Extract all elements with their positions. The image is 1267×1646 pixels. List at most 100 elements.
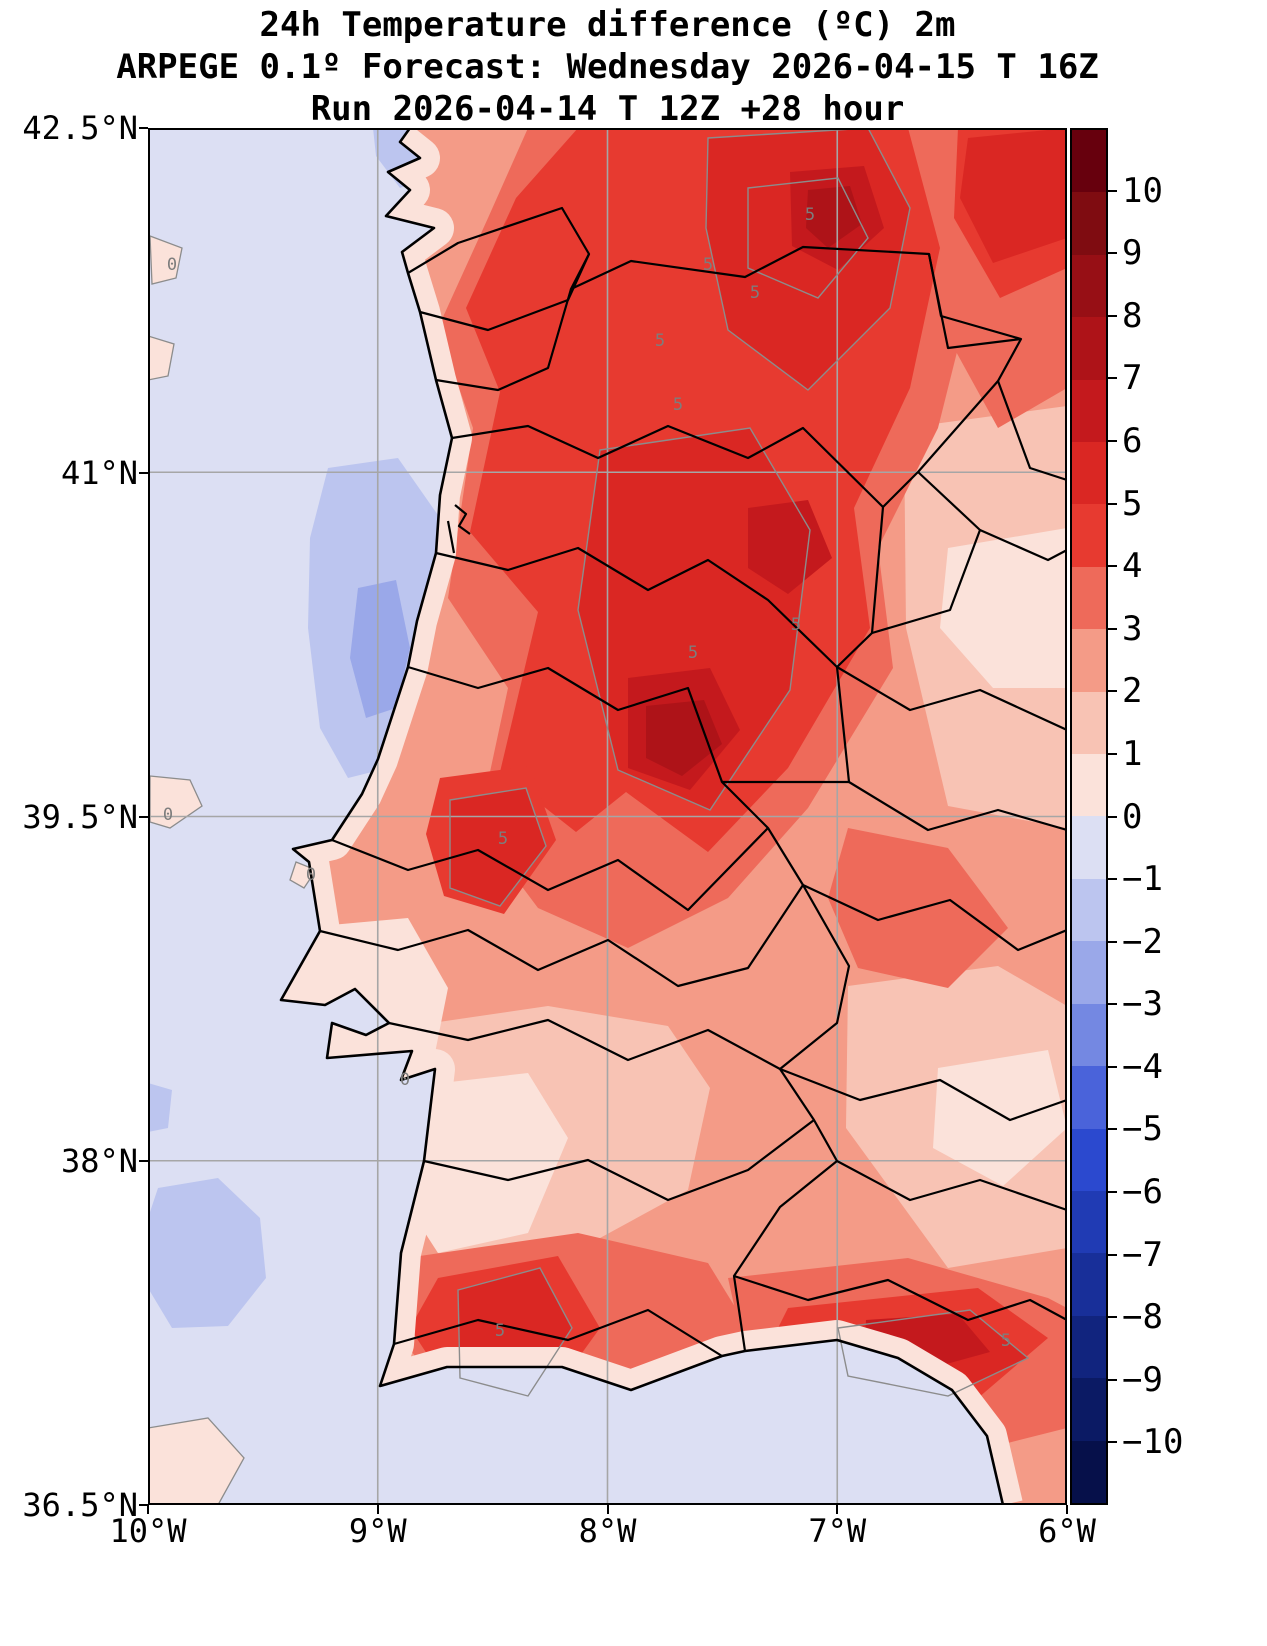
colorbar-band [1072, 1003, 1106, 1067]
colorbar [1070, 128, 1108, 1505]
contour-label: 5 [703, 255, 713, 275]
x-axis-tick-label: 8°W [578, 1512, 637, 1550]
admin-border [454, 504, 471, 535]
colorbar-band [1072, 878, 1106, 942]
colorbar-tick-label: 0 [1122, 796, 1143, 837]
colorbar-tick-mark [1108, 439, 1117, 442]
ocean-pink-2 [148, 335, 175, 381]
map-svg: 5 5 5 5 5 5 5 5 5 5 0 0 0 0 [148, 128, 1067, 1505]
x-axis-tick-mark [606, 1505, 609, 1514]
contour-label: 5 [673, 395, 683, 415]
contour-label: 5 [655, 331, 665, 351]
map-area: 5 5 5 5 5 5 5 5 5 5 0 0 0 0 [148, 128, 1067, 1505]
chart-run-info: Run 2026-04-14 T 12Z +28 hour [310, 89, 905, 129]
colorbar-band [1072, 317, 1106, 380]
colorbar-tick-label: 7 [1122, 358, 1143, 399]
colorbar-tick-mark [1108, 314, 1117, 317]
title-block: 24h Temperature difference (ºC) 2m ARPEG… [0, 4, 1215, 130]
colorbar-tick-label: 8 [1122, 295, 1143, 336]
colorbar-tick-mark [1108, 627, 1117, 630]
y-axis-tick-label: 36.5°N [22, 1486, 138, 1524]
colorbar-tick-mark [1108, 1128, 1117, 1131]
admin-border [733, 1274, 1067, 1322]
chart-subtitle: ARPEGE 0.1º Forecast: Wednesday 2026-04-… [116, 47, 1099, 87]
layer-red7-center [646, 700, 722, 776]
colorbar-tick-label: 1 [1122, 733, 1143, 774]
colorbar-tick-label: −2 [1122, 921, 1163, 962]
colorbar-band [1072, 379, 1106, 443]
colorbar-band [1072, 1378, 1106, 1441]
colorbar-tick-mark [1108, 1316, 1117, 1319]
coastline [279, 128, 1005, 1505]
admin-border [927, 253, 1022, 350]
y-axis-tick-label: 39.5°N [22, 797, 138, 836]
x-axis-tick-label: 9°W [348, 1512, 407, 1550]
colorbar-band [1072, 566, 1106, 630]
contour-line [837, 1309, 1030, 1397]
colorbar-tick-mark [1108, 1065, 1117, 1068]
contour-label: 0 [400, 1070, 410, 1090]
colorbar-tick-mark [1108, 878, 1117, 881]
colorbar-tick-mark [1108, 252, 1117, 255]
contour-label: 5 [805, 205, 815, 225]
colorbar-band [1072, 629, 1106, 692]
admin-border [848, 781, 1067, 832]
ocean-blue-mid-core [350, 580, 410, 718]
colorbar-tick-mark [1108, 690, 1117, 693]
y-axis-tick-label: 42.5°N [22, 109, 138, 147]
y-axis-tick-mark [139, 1160, 148, 1162]
colorbar-tick-mark [1108, 1253, 1117, 1256]
admin-border [423, 1119, 815, 1202]
admin-border [331, 827, 769, 912]
x-axis-tick-label: 7°W [808, 1512, 867, 1550]
y-axis-tick-mark [139, 127, 148, 129]
y-axis-tick-label: 38°N [60, 1142, 138, 1180]
admin-border [407, 665, 724, 783]
contour-line [457, 1267, 573, 1397]
colorbar-band [1072, 504, 1106, 567]
colorbar-tick-label: −8 [1122, 1297, 1163, 1338]
colorbar-band [1072, 754, 1106, 817]
colorbar-band [1072, 1128, 1106, 1191]
ocean-pink-5 [148, 1417, 245, 1505]
contour-label: 5 [498, 829, 508, 849]
contour-label: 0 [163, 805, 173, 825]
map-frame [148, 128, 1067, 1505]
colorbar-tick-label: 9 [1122, 233, 1143, 274]
admin-border [388, 1018, 781, 1070]
colorbar-band [1072, 1066, 1106, 1129]
colorbar-band [1072, 816, 1106, 879]
x-axis-tick-mark [1066, 1505, 1068, 1514]
colorbar-tick-mark [1108, 1003, 1117, 1006]
admin-border [836, 1160, 1067, 1212]
y-axis-tick-mark [139, 471, 148, 474]
contour-label: 5 [750, 283, 760, 303]
admin-border [407, 206, 1023, 1352]
y-axis-tick-label: 41°N [60, 453, 138, 492]
colorbar-band [1072, 1253, 1106, 1316]
colorbar-tick-label: −5 [1122, 1109, 1163, 1150]
layer-red6-center2 [748, 500, 832, 594]
colorbar-band [1072, 1190, 1106, 1254]
ocean-pink-1 [149, 235, 183, 285]
contour-label: 0 [306, 865, 316, 885]
colorbar-tick-label: −4 [1122, 1046, 1163, 1087]
colorbar-tick-label: 10 [1122, 170, 1163, 211]
contour-line [577, 427, 811, 811]
x-axis-tick-label: 10°W [109, 1512, 187, 1550]
ocean-blue-small [148, 1083, 172, 1132]
contour-label: 0 [167, 255, 177, 275]
colorbar-tick-label: 6 [1122, 420, 1143, 461]
colorbar-tick-label: 4 [1122, 546, 1143, 587]
colorbar-tick-label: −1 [1122, 859, 1163, 900]
contour-label: 5 [688, 643, 698, 663]
admin-border [836, 666, 1067, 731]
ocean-blue-south [148, 1178, 266, 1328]
colorbar-band [1072, 1315, 1106, 1379]
colorbar-tick-mark [1108, 189, 1117, 192]
layer-light-spain-2 [933, 1050, 1067, 1186]
colorbar-tick-mark [1108, 815, 1117, 818]
chart-title: 24h Temperature difference (ºC) 2m [259, 5, 956, 45]
colorbar-band [1072, 1440, 1106, 1503]
